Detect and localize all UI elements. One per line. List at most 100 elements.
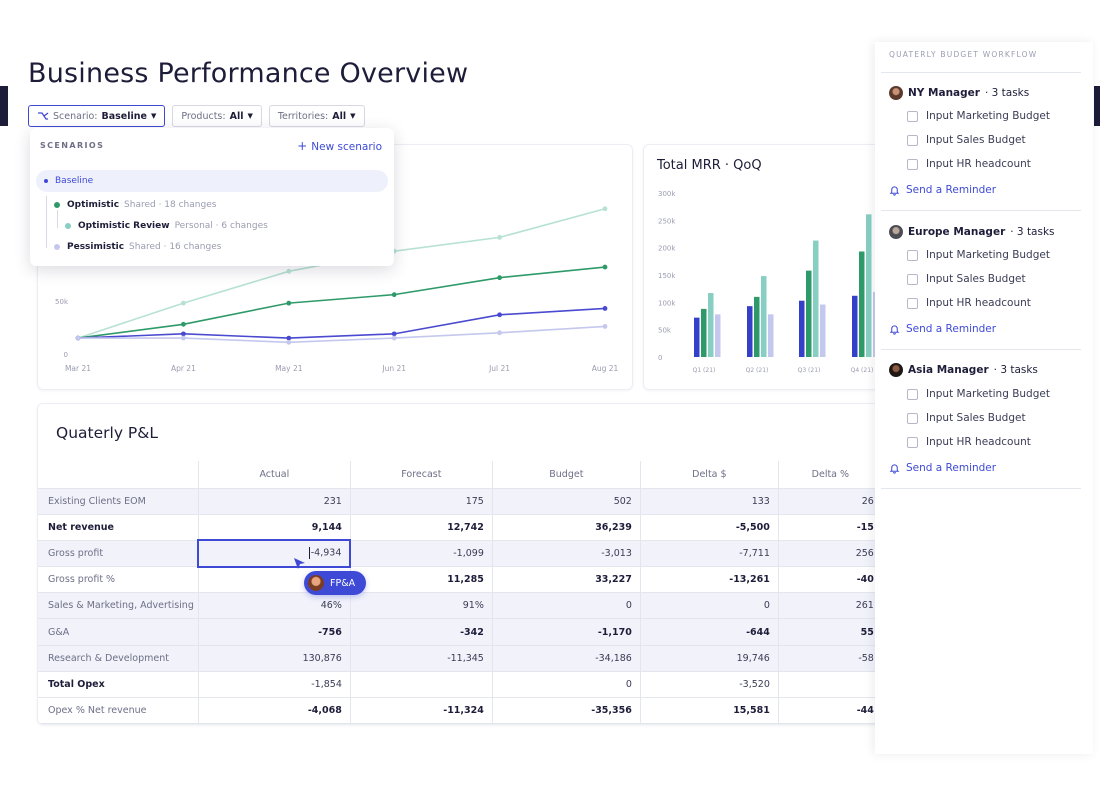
collaborator-name: FP&A (330, 577, 356, 589)
divider (881, 488, 1081, 489)
table-cell[interactable]: 11,285 (350, 566, 493, 594)
table-cell[interactable]: -1,854 (198, 671, 351, 699)
table-cell[interactable]: -5,500 (640, 514, 779, 541)
table-cell[interactable]: -35,356 (492, 697, 641, 724)
task-item[interactable]: Input Marketing Budget (907, 388, 1050, 400)
column-header[interactable]: Forecast (350, 461, 493, 489)
table-cell[interactable]: 9,144 (198, 514, 351, 541)
table-row: Net revenue 9,144 12,742 36,239 -5,500 -… (38, 514, 883, 541)
table-cell[interactable]: 26 (778, 488, 883, 515)
task-item[interactable]: Input Marketing Budget (907, 249, 1050, 261)
table-cell[interactable]: -15 (778, 514, 883, 541)
table-cell[interactable]: -13,261 (640, 566, 779, 594)
table-cell[interactable]: 12,742 (350, 514, 493, 541)
task-item[interactable]: Input HR headcount (907, 436, 1031, 448)
data-point (286, 339, 292, 345)
task-item[interactable]: Input HR headcount (907, 158, 1031, 170)
scenario-filter[interactable]: Scenario: Baseline ▼ (28, 105, 166, 127)
table-cell[interactable]: 36,239 (492, 514, 641, 541)
scenario-item-optimistic-review[interactable]: Optimistic Review Personal · 6 changes (65, 221, 268, 231)
table-row: Research & Development 130,876 -11,345 -… (38, 645, 883, 672)
bar (747, 306, 753, 357)
tree-connector (46, 196, 47, 248)
checkbox[interactable] (907, 110, 918, 122)
column-header[interactable]: Delta % (778, 461, 883, 489)
table-cell[interactable]: 46% (198, 592, 351, 620)
table-cell[interactable]: 231 (198, 488, 351, 515)
table-cell[interactable] (350, 671, 493, 699)
row-label: Sales & Marketing, Advertising (38, 592, 199, 620)
table-cell[interactable]: 0 (640, 592, 779, 620)
products-filter[interactable]: Products: All ▼ (172, 105, 262, 127)
bar-chart-card: Total MRR · QoQ 0 50k 100k 150k 200k 250k 300k… (643, 144, 893, 390)
table-cell[interactable]: 175 (350, 488, 493, 515)
scenario-item-optimistic[interactable]: Optimistic Shared · 18 changes (54, 200, 216, 210)
send-reminder-button[interactable]: Send a Reminder (889, 323, 996, 335)
table-cell[interactable]: 133 (640, 488, 779, 515)
table-cell[interactable]: 130,876 (198, 645, 351, 672)
table-cell[interactable]: 256 (778, 540, 883, 568)
table-cell[interactable] (778, 671, 883, 699)
table-cell[interactable]: 33,227 (492, 566, 641, 594)
table-row: Sales & Marketing, Advertising 46% 91% 0… (38, 592, 883, 620)
table-cell[interactable]: 261 (778, 592, 883, 620)
table-cell[interactable]: 19,746 (640, 645, 779, 672)
table-cell[interactable]: -34,186 (492, 645, 641, 672)
table-cell[interactable]: -3,520 (640, 671, 779, 699)
task-item[interactable]: Input HR headcount (907, 297, 1031, 309)
table-cell[interactable]: 0 (492, 671, 641, 699)
table-cell[interactable]: -11,324 (350, 697, 493, 724)
data-point (497, 235, 502, 240)
budget-workflow-panel: QUATERLY BUDGET WORKFLOW NY Manager · 3 t… (875, 42, 1093, 754)
column-header[interactable]: Budget (492, 461, 641, 489)
send-reminder-button[interactable]: Send a Reminder (889, 184, 996, 196)
table-cell[interactable]: -342 (350, 618, 493, 646)
task-item[interactable]: Input Marketing Budget (907, 110, 1050, 122)
scenario-filter-prefix: Scenario: (53, 110, 98, 122)
selected-scenario-highlight (36, 170, 388, 192)
scenario-item-baseline[interactable]: Baseline (44, 176, 98, 186)
table-cell[interactable]: 15,581 (640, 697, 779, 724)
table-cell[interactable]: -40 (778, 566, 883, 594)
territories-filter[interactable]: Territories: All ▼ (268, 105, 365, 127)
column-header[interactable]: Delta $ (640, 461, 779, 489)
checkbox[interactable] (907, 273, 918, 285)
scenario-item-pessimistic[interactable]: Pessimistic Shared · 16 changes (54, 242, 221, 252)
bell-icon (889, 324, 900, 335)
task-item[interactable]: Input Sales Budget (907, 134, 1026, 146)
checkbox[interactable] (907, 158, 918, 170)
reminder-label: Send a Reminder (906, 323, 997, 335)
table-cell[interactable]: -58 (778, 645, 883, 672)
table-cell[interactable]: -756 (198, 618, 351, 646)
column-header[interactable]: Actual (198, 461, 351, 489)
task-item[interactable]: Input Sales Budget (907, 273, 1026, 285)
new-scenario-button[interactable]: + New scenario (297, 139, 382, 153)
checkbox[interactable] (907, 249, 918, 261)
task-item[interactable]: Input Sales Budget (907, 412, 1026, 424)
table-cell[interactable]: 502 (492, 488, 641, 515)
table-cell[interactable]: -44 (778, 697, 883, 724)
table-cell[interactable]: -644 (640, 618, 779, 646)
table-cell[interactable]: -1,099 (350, 540, 493, 568)
checkbox[interactable] (907, 436, 918, 448)
table-cell[interactable]: 55 (778, 618, 883, 646)
series-line (77, 266, 606, 339)
send-reminder-button[interactable]: Send a Reminder (889, 462, 996, 474)
table-cell[interactable]: -1,170 (492, 618, 641, 646)
table-cell[interactable]: -3,013 (492, 540, 641, 568)
checkbox[interactable] (907, 297, 918, 309)
checkbox[interactable] (907, 388, 918, 400)
table-cell[interactable]: 0 (492, 592, 641, 620)
divider (881, 210, 1081, 211)
table-header-row: Actual Forecast Budget Delta $ Delta % (38, 461, 883, 489)
table-cell[interactable]: -4,068 (198, 697, 351, 724)
table-cell[interactable]: -7,711 (640, 540, 779, 568)
avatar (889, 86, 903, 100)
checkbox[interactable] (907, 412, 918, 424)
table-cell[interactable]: 91% (350, 592, 493, 620)
selected-cell[interactable]: -4,934 (197, 539, 352, 568)
checkbox[interactable] (907, 134, 918, 146)
manager-header-ny: NY Manager · 3 tasks (889, 86, 1029, 100)
data-point (497, 275, 502, 281)
table-cell[interactable]: -11,345 (350, 645, 493, 672)
